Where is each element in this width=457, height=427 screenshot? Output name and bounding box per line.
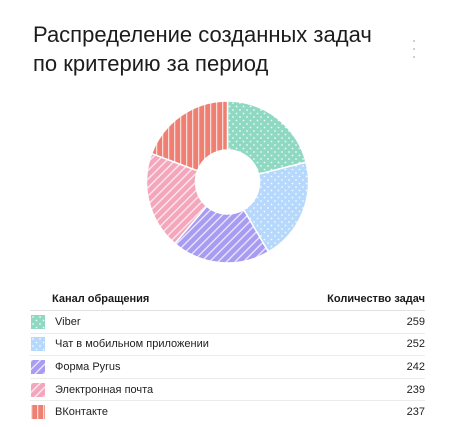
- legend-value: 237: [406, 406, 425, 419]
- donut-slice-2[interactable]: [242, 161, 310, 253]
- legend-table: Канал обращения Количество задач Viber 25…: [30, 288, 425, 423]
- legend-swatch: [31, 405, 45, 420]
- legend-row[interactable]: Форма Pyrus 242: [30, 356, 425, 379]
- legend-table-header: Канал обращения Количество задач: [30, 288, 425, 311]
- legend-label: Электронная почта: [55, 383, 154, 396]
- legend-row[interactable]: Чат в мобильном приложении 252: [30, 334, 425, 357]
- legend-label: Viber: [55, 315, 81, 328]
- donut-chart: [145, 100, 310, 264]
- donut-slice-1[interactable]: [226, 100, 307, 176]
- legend-value: 259: [406, 315, 425, 328]
- legend-swatch: [31, 382, 45, 397]
- column-header-channel[interactable]: Канал обращения: [52, 293, 150, 305]
- legend-swatch: [31, 337, 45, 352]
- legend-value: 252: [406, 338, 425, 351]
- donut-slice-3[interactable]: [173, 205, 270, 264]
- legend-row[interactable]: ВКонтакте 237: [30, 401, 425, 423]
- legend-swatch: [31, 314, 45, 329]
- donut-chart-area: [0, 80, 457, 280]
- legend-row[interactable]: Электронная почта 239: [30, 379, 425, 402]
- chart-title: Распределение созданных задач по критери…: [33, 22, 372, 76]
- legend-value: 242: [406, 360, 425, 373]
- column-header-count[interactable]: Количество задач: [327, 293, 425, 305]
- legend-row[interactable]: Viber 259: [30, 311, 425, 334]
- donut-slice-4[interactable]: [145, 152, 208, 245]
- legend-value: 239: [406, 383, 425, 396]
- donut-slice-5[interactable]: [150, 100, 229, 172]
- kebab-menu-icon[interactable]: [408, 40, 420, 58]
- legend-label: ВКонтакте: [55, 406, 108, 419]
- legend-swatch: [31, 359, 45, 374]
- legend-label: Чат в мобильном приложении: [55, 338, 209, 351]
- legend-label: Форма Pyrus: [55, 360, 121, 373]
